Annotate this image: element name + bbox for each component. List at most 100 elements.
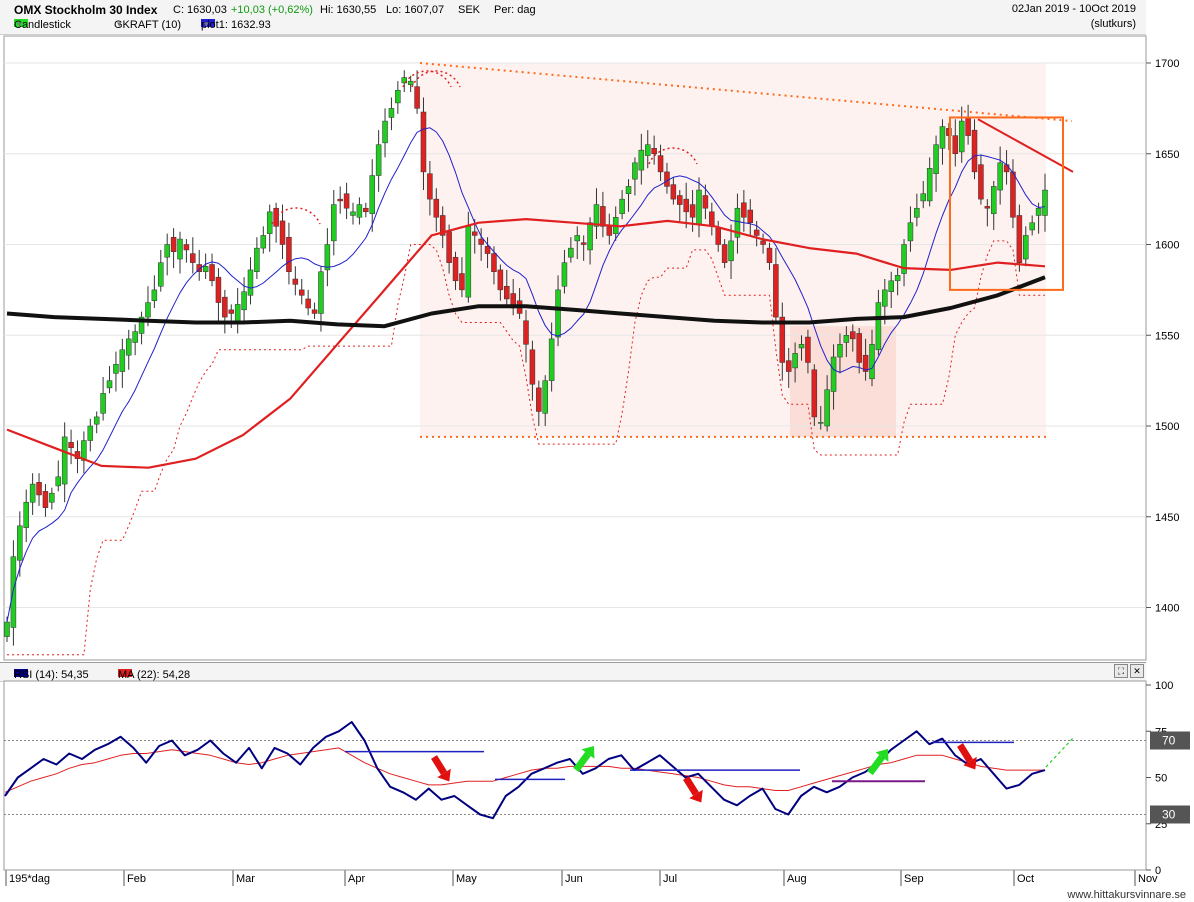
ma-slow-line <box>6 275 1046 329</box>
rsi-level-70-box <box>1150 731 1190 750</box>
candle <box>1029 222 1035 231</box>
candle <box>113 364 119 374</box>
candle <box>728 240 734 262</box>
candle <box>888 280 894 292</box>
down-arrow <box>683 776 699 796</box>
footer-site: www.hittakursvinnare.se <box>1067 889 1186 901</box>
candle <box>68 442 74 449</box>
candle <box>670 184 677 200</box>
candle <box>901 244 907 274</box>
candle <box>683 198 689 213</box>
candle <box>952 135 959 155</box>
candle <box>491 253 497 272</box>
candle <box>837 344 843 358</box>
candle <box>209 264 215 282</box>
down-arrow-head <box>689 789 703 803</box>
candle <box>542 380 548 414</box>
candle <box>452 256 459 282</box>
candle <box>10 556 17 628</box>
legend-plot1-label: plot1: 1632.93 <box>201 19 271 31</box>
candle <box>42 491 49 508</box>
candle <box>484 246 491 254</box>
candle <box>36 482 42 496</box>
candle <box>561 262 568 287</box>
candle <box>875 302 882 351</box>
maximize-icon[interactable]: ⛶ <box>1114 664 1128 678</box>
rsi-level-70-label: 70 <box>1162 734 1176 748</box>
candle <box>587 222 593 251</box>
x-tick-label: Feb <box>127 873 146 885</box>
up-arrow-head <box>581 746 595 759</box>
x-tick-label: Apr <box>348 873 365 885</box>
candle <box>87 425 94 441</box>
candle <box>145 302 151 318</box>
legend-gkraft-label: GKRAFT (10) <box>114 19 182 31</box>
y-tick-label: 1550 <box>1155 330 1179 342</box>
candle <box>125 338 132 356</box>
close-value: C: 1630,03 <box>173 4 227 16</box>
candle <box>914 207 920 218</box>
candle <box>119 349 126 372</box>
candle <box>324 244 331 271</box>
candle <box>439 215 446 236</box>
candle <box>196 264 202 272</box>
candle <box>298 289 305 296</box>
y-tick-label: 1500 <box>1155 421 1179 433</box>
up-arrow <box>573 751 591 773</box>
candle <box>811 369 818 418</box>
candle <box>709 211 715 227</box>
candle <box>459 273 465 291</box>
close-icon[interactable]: ✕ <box>1130 664 1144 678</box>
candle <box>747 209 754 223</box>
top-arc <box>402 70 452 88</box>
candle <box>824 389 830 427</box>
top-arc <box>411 70 461 88</box>
x-tick-label: Jun <box>565 873 583 885</box>
date-range: 02Jan 2019 - 10Oct 2019 <box>1011 3 1136 15</box>
legend-rsi-ma-label: MA (22): 54,28 <box>118 669 191 681</box>
candle <box>978 164 984 200</box>
candle <box>606 226 613 236</box>
x-tick-label: May <box>456 873 477 885</box>
candle <box>350 211 356 216</box>
low-value: Lo: 1607,07 <box>386 4 445 16</box>
candle <box>388 108 395 118</box>
candle <box>158 262 164 287</box>
rsi-swatch <box>14 669 28 677</box>
candle <box>805 336 811 363</box>
candle <box>228 309 235 314</box>
candle <box>1003 164 1010 173</box>
candle <box>997 162 1003 191</box>
candle <box>247 269 254 296</box>
down-arrow-head <box>437 768 451 782</box>
ma-fast-line <box>6 127 1046 623</box>
top-arc <box>271 207 321 225</box>
candle <box>1042 189 1048 216</box>
y-tick-label: 1700 <box>1155 58 1179 70</box>
candle <box>689 204 696 218</box>
candle <box>862 354 869 372</box>
candle <box>395 89 401 104</box>
candle <box>555 289 561 338</box>
candle <box>664 171 670 187</box>
plot1-swatch <box>201 19 215 27</box>
candle <box>337 198 343 202</box>
candle <box>625 186 632 194</box>
candle <box>644 144 651 156</box>
short-resistance-line <box>977 118 1074 173</box>
candle <box>619 198 625 214</box>
high-value: Hi: 1630,55 <box>320 4 377 16</box>
candle <box>574 235 581 242</box>
candle <box>869 344 875 380</box>
candle <box>580 242 587 245</box>
candle <box>990 186 997 214</box>
candle <box>657 155 664 173</box>
candle <box>965 117 971 136</box>
candle <box>132 331 138 343</box>
x-tick-label: Jul <box>663 873 677 885</box>
highlight-box <box>949 116 1064 291</box>
candle <box>1016 215 1023 263</box>
candle <box>529 349 536 385</box>
change-value: +10,03 (+0,62%) <box>231 4 313 16</box>
candle <box>407 80 414 86</box>
